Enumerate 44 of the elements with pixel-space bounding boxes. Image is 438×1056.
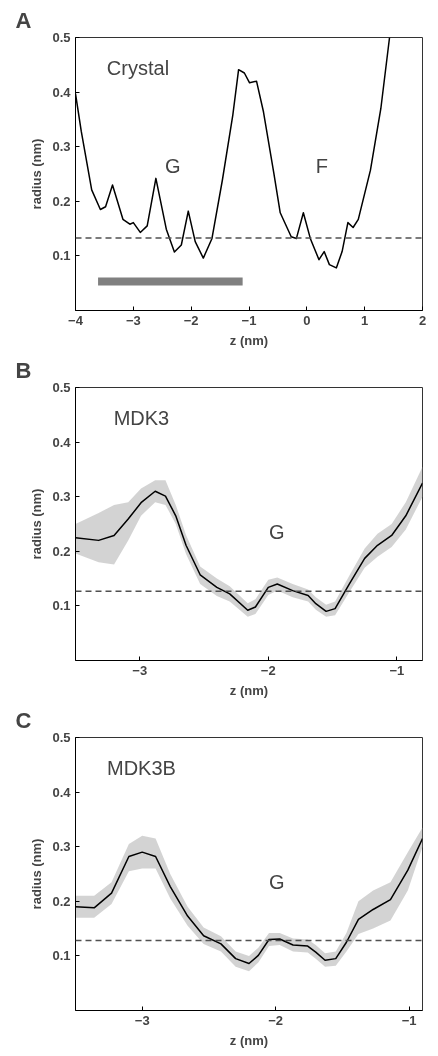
x-tick-label: −2 [183, 312, 199, 328]
annotation: MDK3 [113, 406, 170, 429]
y-tick-label: 0.3 [52, 839, 71, 855]
y-tick-label: 0.4 [52, 84, 72, 100]
x-axis-title: z (nm) [229, 682, 269, 698]
x-axis-title: z (nm) [229, 332, 269, 348]
y-tick-label: 0.2 [52, 193, 71, 209]
annotation: G [268, 521, 285, 544]
y-tick-label: 0.5 [52, 30, 71, 45]
y-tick-label: 0.3 [52, 139, 71, 155]
y-tick-label: 0.2 [52, 893, 71, 909]
x-tick-label: −3 [134, 1012, 150, 1028]
x-tick-label: 2 [418, 312, 427, 328]
annotation: Crystal [106, 56, 170, 79]
y-tick-label: 0.4 [52, 784, 72, 800]
chart-title: A [15, 7, 32, 33]
x-tick-label: −3 [132, 662, 148, 678]
chart-title: B [15, 357, 32, 383]
chart-title: C [15, 707, 32, 733]
y-tick-label: 0.1 [52, 598, 71, 614]
x-tick-label: −4 [68, 312, 84, 328]
y-tick-label: 0.1 [52, 248, 71, 264]
x-axis-title: z (nm) [229, 1032, 269, 1048]
y-tick-label: 0.2 [52, 543, 71, 559]
x-tick-label: −3 [125, 312, 141, 328]
y-tick-label: 0.5 [52, 380, 71, 395]
annotation: MDK3B [106, 756, 176, 779]
y-axis-title: radius (nm) [29, 138, 45, 210]
y-tick-label: 0.4 [52, 434, 72, 450]
annotation: G [268, 871, 285, 894]
annotation: F [315, 154, 328, 177]
x-tick-label: 0 [303, 312, 311, 328]
x-tick-label: −1 [389, 662, 405, 678]
x-tick-label: −2 [268, 1012, 284, 1028]
annotation: G [164, 154, 181, 177]
y-tick-label: 0.5 [52, 730, 71, 745]
y-axis-title: radius (nm) [29, 838, 45, 910]
x-tick-label: −1 [401, 1012, 417, 1028]
y-axis-title: radius (nm) [29, 488, 45, 560]
y-tick-label: 0.1 [52, 948, 71, 964]
x-tick-label: −1 [241, 312, 257, 328]
y-tick-label: 0.3 [52, 489, 71, 505]
x-tick-label: −2 [260, 662, 276, 678]
x-tick-label: 1 [361, 312, 369, 328]
